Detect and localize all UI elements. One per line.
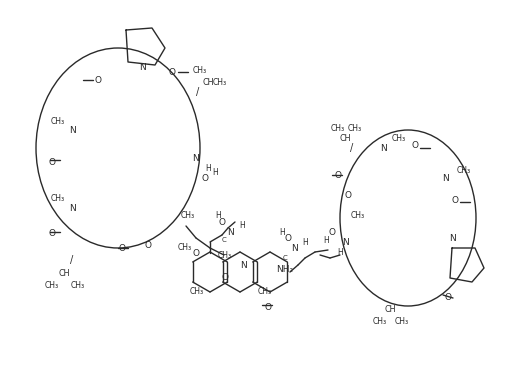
Text: CH: CH [202, 78, 214, 86]
Text: CH₃: CH₃ [181, 210, 195, 220]
Text: CH₃: CH₃ [457, 165, 471, 175]
Text: H: H [205, 163, 211, 173]
Text: O: O [284, 233, 292, 243]
Text: CH₃: CH₃ [331, 123, 345, 133]
Text: H: H [279, 228, 285, 236]
Text: N: N [69, 126, 76, 134]
Text: CH₃: CH₃ [392, 133, 406, 142]
Text: CH₃: CH₃ [45, 280, 59, 290]
Text: CH₃: CH₃ [373, 317, 387, 327]
Text: H: H [302, 238, 308, 246]
Text: CH₃: CH₃ [190, 288, 204, 296]
Text: H: H [323, 235, 329, 244]
Text: N: N [240, 261, 246, 269]
Text: CH₃: CH₃ [218, 251, 232, 259]
Text: N: N [380, 144, 387, 152]
Text: C: C [221, 237, 227, 243]
Text: O: O [344, 191, 352, 199]
Text: O: O [168, 68, 176, 76]
Text: /: / [70, 255, 73, 265]
Text: CH: CH [339, 133, 351, 142]
Text: O: O [144, 241, 152, 249]
Text: CH₃: CH₃ [395, 317, 409, 327]
Text: CH: CH [384, 306, 396, 314]
Text: CH₃: CH₃ [51, 117, 65, 126]
Text: N: N [342, 238, 349, 246]
Text: H: H [239, 220, 245, 230]
Text: O: O [202, 173, 208, 183]
Text: CH₃: CH₃ [258, 288, 272, 296]
Text: O: O [444, 293, 452, 303]
Text: O: O [118, 243, 126, 253]
Text: H: H [212, 167, 218, 176]
Text: O: O [48, 157, 56, 167]
Text: O: O [48, 228, 56, 238]
Text: N: N [291, 243, 297, 253]
Text: N: N [139, 63, 145, 71]
Text: /: / [196, 87, 200, 97]
Text: N: N [449, 233, 455, 243]
Text: N: N [192, 154, 199, 162]
Text: O: O [265, 304, 271, 312]
Text: O: O [412, 141, 418, 149]
Text: /: / [351, 143, 354, 153]
Text: O: O [218, 217, 226, 227]
Text: C: C [282, 255, 288, 261]
Text: CH₃: CH₃ [51, 194, 65, 202]
Text: N: N [227, 228, 233, 236]
Text: H: H [215, 210, 221, 220]
Text: O: O [94, 76, 102, 84]
Text: N: N [442, 173, 449, 183]
Text: NH₂: NH₂ [277, 265, 293, 275]
Text: H: H [337, 248, 343, 256]
Text: O: O [334, 170, 341, 180]
Text: O: O [452, 196, 458, 204]
Text: O: O [221, 274, 229, 283]
Text: N: N [69, 204, 76, 212]
Text: CH: CH [58, 269, 70, 277]
Text: CH₃: CH₃ [351, 210, 365, 220]
Text: CH₃: CH₃ [348, 123, 362, 133]
Text: CH₃: CH₃ [193, 65, 207, 74]
Text: CH₃: CH₃ [178, 243, 192, 251]
Text: O: O [329, 228, 336, 236]
Text: CH₃: CH₃ [71, 280, 85, 290]
Text: O: O [192, 249, 200, 257]
Text: CH₃: CH₃ [213, 78, 227, 86]
